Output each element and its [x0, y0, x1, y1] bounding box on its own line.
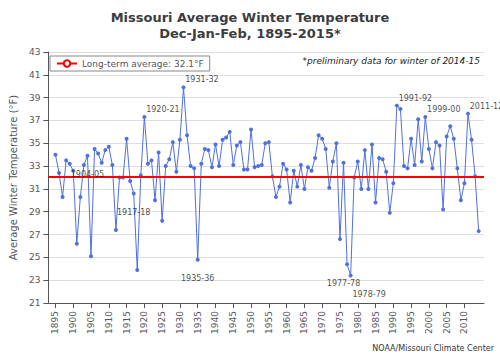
svg-text:35: 35 — [29, 138, 40, 148]
svg-text:1904-05: 1904-05 — [71, 170, 104, 179]
svg-text:1900: 1900 — [68, 311, 78, 334]
svg-text:2011-12: 2011-12 — [470, 102, 500, 111]
svg-text:39: 39 — [29, 93, 41, 103]
svg-text:1991-92: 1991-92 — [399, 94, 432, 103]
svg-text:2000: 2000 — [424, 311, 434, 334]
svg-text:1920-21: 1920-21 — [146, 105, 179, 114]
svg-text:2010: 2010 — [459, 311, 469, 334]
svg-text:1910: 1910 — [104, 311, 114, 334]
svg-text:2005: 2005 — [442, 311, 452, 334]
svg-text:1931-32: 1931-32 — [185, 75, 218, 84]
svg-text:1999-00: 1999-00 — [427, 105, 460, 114]
svg-text:Dec-Jan-Feb, 1895-2015*: Dec-Jan-Feb, 1895-2015* — [159, 26, 341, 41]
svg-text:1950: 1950 — [246, 311, 256, 334]
svg-text:1930: 1930 — [175, 311, 185, 334]
svg-text:1935: 1935 — [193, 311, 203, 334]
svg-text:1977-78: 1977-78 — [327, 279, 360, 288]
svg-text:1960: 1960 — [282, 311, 292, 334]
svg-text:27: 27 — [29, 230, 40, 240]
svg-text:1965: 1965 — [299, 311, 309, 334]
svg-text:23: 23 — [29, 275, 40, 285]
svg-text:1905: 1905 — [86, 311, 96, 334]
svg-text:1940: 1940 — [210, 311, 220, 334]
svg-text:Average Winter Temperature (°F: Average Winter Temperature (°F) — [8, 95, 19, 261]
svg-text:1920: 1920 — [139, 311, 149, 334]
svg-text:1975: 1975 — [335, 311, 345, 334]
svg-text:31: 31 — [29, 184, 40, 194]
svg-text:1978-79: 1978-79 — [352, 290, 385, 299]
svg-text:1917-18: 1917-18 — [117, 208, 150, 217]
svg-text:1985: 1985 — [371, 311, 381, 334]
svg-text:NOAA/Missouri Climate Center: NOAA/Missouri Climate Center — [372, 344, 494, 353]
svg-text:1955: 1955 — [264, 311, 274, 334]
svg-text:29: 29 — [29, 207, 41, 217]
svg-text:1935-36: 1935-36 — [181, 274, 214, 283]
svg-text:33: 33 — [29, 161, 40, 171]
svg-text:1915: 1915 — [122, 311, 132, 334]
svg-text:1980: 1980 — [353, 311, 363, 334]
svg-text:1945: 1945 — [228, 311, 238, 334]
svg-text:41: 41 — [29, 70, 40, 80]
svg-text:1895: 1895 — [50, 311, 60, 334]
svg-text:1995: 1995 — [406, 311, 416, 334]
svg-text:1925: 1925 — [157, 311, 167, 334]
svg-text:1990: 1990 — [388, 311, 398, 334]
svg-text:37: 37 — [29, 115, 40, 125]
svg-text:Long-term average: 32.1°F: Long-term average: 32.1°F — [82, 59, 204, 69]
svg-text:21: 21 — [29, 298, 40, 308]
svg-text:1970: 1970 — [317, 311, 327, 334]
svg-text:Missouri Average Winter Temper: Missouri Average Winter Temperature — [111, 10, 390, 25]
svg-text:25: 25 — [29, 252, 40, 262]
svg-text:*preliminary data for winter o: *preliminary data for winter of 2014-15 — [302, 56, 480, 66]
svg-text:43: 43 — [29, 47, 40, 57]
